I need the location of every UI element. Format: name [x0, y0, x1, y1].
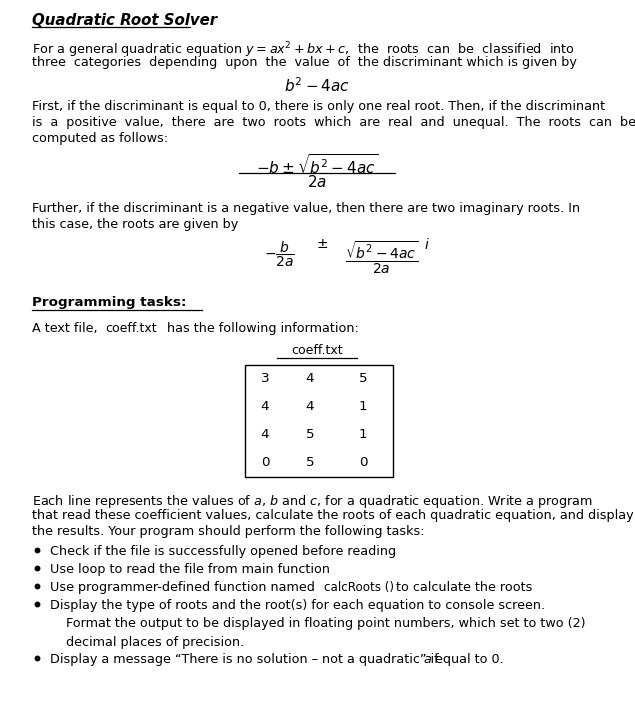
Text: coeff.txt: coeff.txt — [105, 322, 157, 335]
Text: coeff.txt: coeff.txt — [291, 344, 343, 357]
Text: computed as follows:: computed as follows: — [32, 132, 168, 145]
Text: a: a — [423, 653, 431, 666]
Text: the results. Your program should perform the following tasks:: the results. Your program should perform… — [32, 525, 425, 538]
Text: Further, if the discriminant is a negative value, then there are two imaginary r: Further, if the discriminant is a negati… — [32, 202, 580, 215]
Text: Use programmer-defined function named: Use programmer-defined function named — [50, 581, 319, 594]
Text: Display the type of roots and the root(s) for each equation to console screen.
 : Display the type of roots and the root(s… — [50, 599, 585, 649]
Text: $2a$: $2a$ — [307, 174, 327, 190]
Text: 1: 1 — [359, 401, 367, 414]
Text: Display a message “There is no solution – not a quadratic” if: Display a message “There is no solution … — [50, 653, 443, 666]
Text: First, if the discriminant is equal to 0, there is only one real root. Then, if : First, if the discriminant is equal to 0… — [32, 100, 605, 113]
Text: 3: 3 — [261, 372, 269, 386]
Text: $i$: $i$ — [424, 237, 430, 252]
Text: 5: 5 — [359, 372, 367, 386]
Text: Use loop to read the file from main function: Use loop to read the file from main func… — [50, 563, 330, 576]
Text: 4: 4 — [305, 372, 314, 386]
Text: calcRoots (): calcRoots () — [324, 581, 394, 594]
Text: equal to 0.: equal to 0. — [431, 653, 504, 666]
Text: that read these coefficient values, calculate the roots of each quadratic equati: that read these coefficient values, calc… — [32, 509, 634, 522]
Text: 5: 5 — [305, 457, 314, 470]
Text: $b^2 - 4ac$: $b^2 - 4ac$ — [284, 76, 350, 94]
Text: $-\dfrac{b}{2a}$: $-\dfrac{b}{2a}$ — [264, 240, 295, 269]
Text: For a general quadratic equation $y = ax^2 + bx + c$,  the  roots  can  be  clas: For a general quadratic equation $y = ax… — [32, 40, 575, 60]
Text: 5: 5 — [305, 428, 314, 441]
Text: 4: 4 — [305, 401, 314, 414]
Text: Quadratic Root Solver: Quadratic Root Solver — [32, 13, 217, 28]
Text: A text file,: A text file, — [32, 322, 98, 335]
Text: three  categories  depending  upon  the  value  of  the discriminant which is gi: three categories depending upon the valu… — [32, 56, 577, 69]
Text: $-b \pm \sqrt{b^2 - 4ac}$: $-b \pm \sqrt{b^2 - 4ac}$ — [256, 153, 378, 177]
Text: Check if the file is successfully opened before reading: Check if the file is successfully opened… — [50, 545, 396, 558]
Text: $\dfrac{\sqrt{b^2 - 4ac}}{2a}$: $\dfrac{\sqrt{b^2 - 4ac}}{2a}$ — [345, 240, 418, 276]
Text: Each line represents the values of $a$, $b$ and $c$, for a quadratic equation. W: Each line represents the values of $a$, … — [32, 493, 593, 510]
Text: 1: 1 — [359, 428, 367, 441]
Text: 0: 0 — [261, 457, 269, 470]
Text: 4: 4 — [261, 428, 269, 441]
FancyBboxPatch shape — [245, 365, 393, 477]
Text: $\pm$: $\pm$ — [316, 237, 328, 251]
Text: has the following information:: has the following information: — [163, 322, 359, 335]
Text: 0: 0 — [359, 457, 367, 470]
Text: to calculate the roots: to calculate the roots — [392, 581, 532, 594]
Text: is  a  positive  value,  there  are  two  roots  which  are  real  and  unequal.: is a positive value, there are two roots… — [32, 116, 635, 129]
Text: 4: 4 — [261, 401, 269, 414]
Text: this case, the roots are given by: this case, the roots are given by — [32, 218, 238, 231]
Text: Programming tasks:: Programming tasks: — [32, 296, 187, 309]
